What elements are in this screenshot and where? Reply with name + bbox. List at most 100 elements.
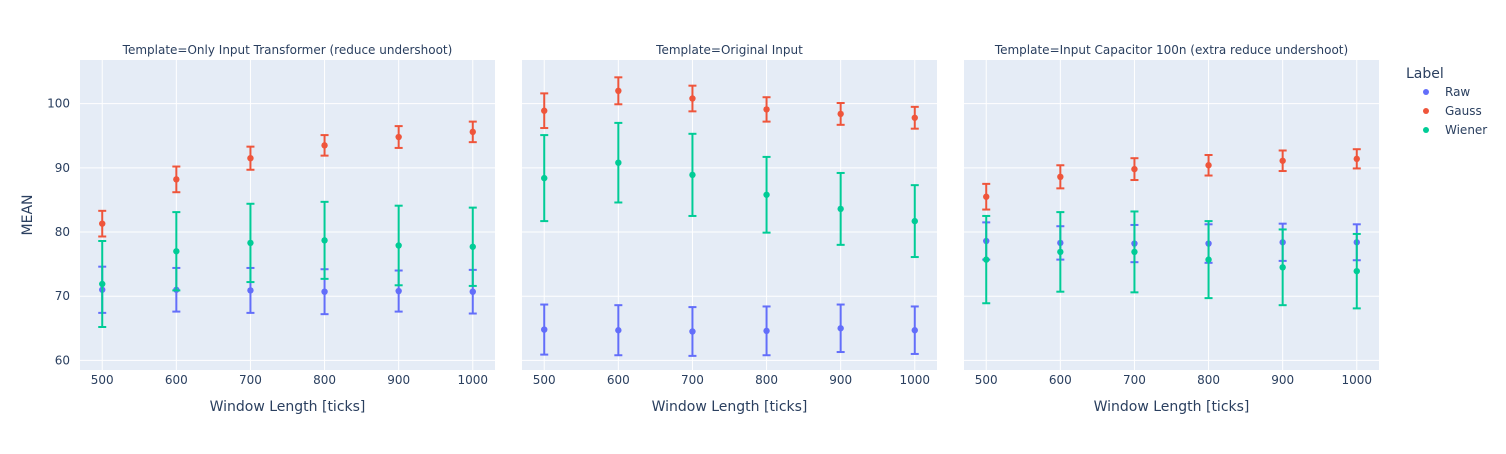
series-wiener [98, 200, 477, 328]
x-axis-title: Window Length [ticks] [210, 399, 366, 415]
data-point [247, 287, 254, 294]
data-point [541, 326, 548, 333]
x-tick-label: 900 [387, 373, 410, 387]
legend-title: Label [1406, 66, 1444, 82]
data-point [763, 327, 770, 335]
data-point [615, 159, 622, 166]
data-point [689, 95, 696, 102]
data-point [395, 133, 402, 141]
legend-label-raw: Raw [1445, 85, 1470, 99]
x-axis-title: Window Length [ticks] [1094, 399, 1250, 415]
x-tick-label: 1000 [899, 373, 930, 387]
series-wiener [982, 210, 1361, 310]
x-tick-label: 900 [829, 373, 852, 387]
y-tick-label: 90 [55, 161, 70, 175]
legend-marker-wiener [1423, 127, 1429, 133]
data-point [99, 280, 106, 288]
y-tick-label: 60 [55, 353, 70, 367]
data-point [541, 107, 548, 114]
x-tick-label: 500 [975, 373, 998, 387]
data-point [983, 256, 990, 263]
data-point [99, 220, 106, 227]
panel-title: Template=Only Input Transformer (reduce … [122, 43, 453, 57]
x-tick-label: 800 [313, 373, 336, 387]
data-point [469, 243, 476, 250]
x-tick-label: 700 [239, 373, 262, 387]
data-point [1057, 173, 1064, 181]
data-point [321, 237, 328, 244]
x-tick-label: 1000 [457, 373, 488, 387]
data-point [615, 87, 622, 95]
data-point [983, 193, 990, 200]
data-point [911, 217, 918, 225]
data-point [837, 110, 844, 118]
data-point [247, 239, 254, 247]
x-tick-label: 500 [533, 373, 556, 387]
y-axis-title: MEAN [20, 195, 36, 236]
x-tick-label: 700 [1123, 373, 1146, 387]
x-tick-label: 900 [1271, 373, 1294, 387]
panel-2: Template=Original Input 500 600 700 800 900 10… [522, 43, 937, 415]
data-point [173, 176, 180, 183]
data-point [1279, 157, 1286, 164]
data-point [395, 242, 402, 249]
data-point [321, 142, 328, 149]
plot-background [80, 60, 495, 370]
data-point [1131, 165, 1138, 173]
data-point [321, 288, 328, 295]
panel-title: Template=Input Capacitor 100n (extra red… [994, 43, 1348, 57]
data-point [615, 327, 622, 334]
x-axis-title: Window Length [ticks] [652, 399, 808, 415]
data-point [763, 191, 770, 198]
series-wiener [540, 121, 919, 259]
legend-label-gauss: Gauss [1445, 104, 1482, 118]
plot-background [964, 60, 1379, 370]
x-tick-label: 700 [681, 373, 704, 387]
data-point [911, 327, 918, 334]
data-point [689, 328, 696, 335]
data-point [469, 288, 476, 295]
series-gauss [540, 76, 919, 130]
data-point [173, 248, 180, 255]
plot-background [522, 60, 937, 370]
data-point [1353, 155, 1360, 163]
x-tick-label: 600 [1049, 373, 1072, 387]
data-point [689, 171, 696, 179]
data-point [837, 325, 844, 332]
data-point [541, 174, 548, 182]
data-point [469, 128, 476, 136]
data-point [911, 114, 918, 121]
y-axis: 60 70 80 90 100 MEAN [20, 97, 70, 368]
data-point [837, 205, 844, 213]
data-point [1205, 162, 1212, 169]
x-tick-label: 800 [755, 373, 778, 387]
x-tick-label: 600 [165, 373, 188, 387]
series-gauss [982, 148, 1361, 211]
x-tick-label: 500 [91, 373, 114, 387]
x-tick-label: 1000 [1341, 373, 1372, 387]
series-raw [540, 303, 919, 357]
data-point [1057, 248, 1064, 256]
x-tick-label: 800 [1197, 373, 1220, 387]
data-point [1353, 267, 1360, 275]
legend-marker-gauss [1423, 108, 1429, 114]
y-tick-label: 100 [47, 97, 70, 111]
data-point [1205, 256, 1212, 263]
series-gauss [98, 120, 477, 238]
data-point [1131, 248, 1138, 256]
y-tick-label: 80 [55, 225, 70, 239]
data-point [247, 154, 254, 162]
panel-3: Template=Input Capacitor 100n (extra red… [964, 43, 1379, 415]
panel-1: Template=Only Input Transformer (reduce … [80, 43, 495, 415]
legend-marker-raw [1423, 89, 1429, 95]
legend-label-wiener: Wiener [1445, 123, 1487, 137]
x-tick-label: 600 [607, 373, 630, 387]
data-point [1279, 264, 1286, 271]
data-point [395, 287, 402, 295]
y-tick-label: 70 [55, 289, 70, 303]
panel-title: Template=Original Input [655, 43, 803, 57]
data-point [763, 106, 770, 113]
